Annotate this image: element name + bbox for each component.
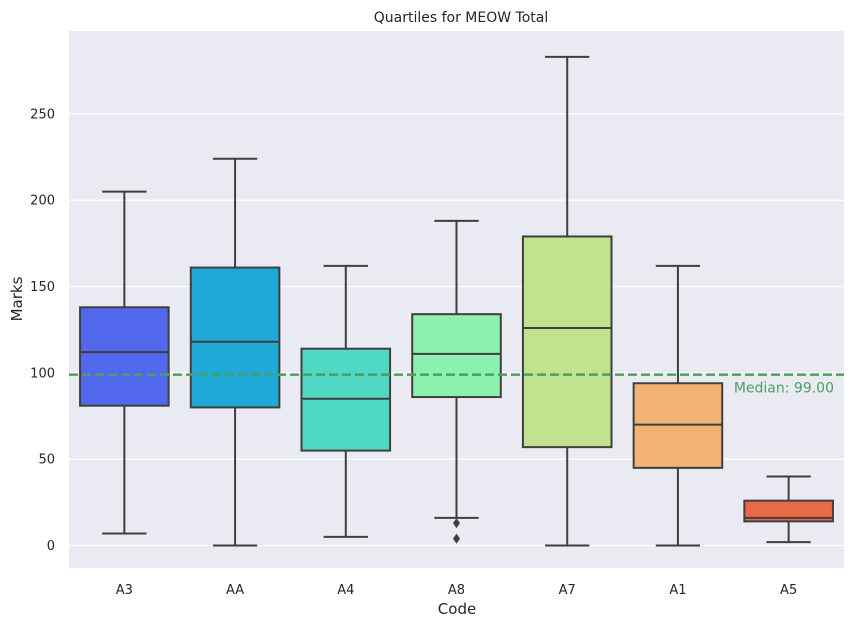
x-tick-label: AA [226,583,244,598]
box-series [79,55,834,547]
x-tick-label: A7 [559,583,576,598]
box-group-a7 [521,55,613,547]
box-group-a3 [79,190,170,535]
tick-labels: 0 50 100 150 200 250 A3 AA A4 A8 A7 A1 A5 [30,107,797,598]
iqr-box [79,306,170,407]
x-tick-label: A8 [448,583,465,598]
y-tick-label: 100 [30,366,55,381]
box-group-a5 [743,475,834,544]
outlier-marker [453,533,460,544]
x-axis-label: Code [438,600,476,618]
x-tick-label: A4 [337,583,354,598]
iqr-box [743,499,834,523]
x-tick-label: A3 [116,583,133,598]
box-group-a1 [632,264,724,547]
y-axis-label: Marks [8,276,26,321]
y-tick-label: 0 [47,539,55,554]
x-tick-label: A1 [669,583,686,598]
outlier-marker [453,518,460,529]
reference-line-group: Median: 99.00 [69,373,844,397]
box-group-aa [189,157,281,547]
x-tick-label: A5 [780,583,797,598]
y-tick-label: 150 [30,280,55,295]
y-tick-label: 200 [30,194,55,209]
box-group-a8 [411,219,502,544]
iqr-box [189,266,281,409]
chart-title: Quartiles for MEOW Total [374,10,549,26]
iqr-box [411,313,502,399]
iqr-box [521,235,613,449]
y-tick-label: 250 [30,107,55,122]
median-reference-label: Median: 99.00 [734,381,834,397]
box-group-a4 [300,264,392,538]
y-tick-label: 50 [38,453,55,468]
